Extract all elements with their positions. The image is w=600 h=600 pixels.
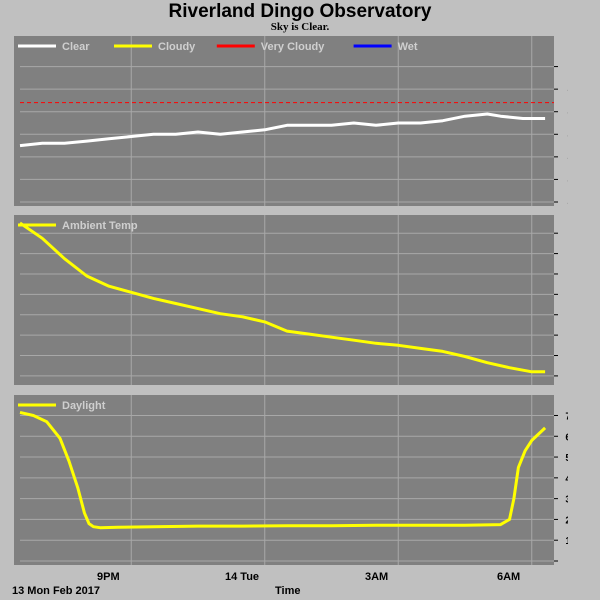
axis-band xyxy=(554,395,568,565)
legend-label: Wet xyxy=(398,41,418,53)
series-line-daylight xyxy=(19,410,547,530)
y-tick-label: 500 xyxy=(565,453,568,464)
legend-label: Clear xyxy=(62,41,90,53)
chart-subtitle: Sky is Clear. xyxy=(270,21,330,33)
axis-band xyxy=(554,215,568,385)
axis-band xyxy=(554,36,568,206)
daylight-plot: 0100200300400500600700Daylight xyxy=(18,395,568,565)
ambient-temp-panel: 1214161820222426(°C)Ambient Temp xyxy=(14,215,568,385)
y-tick-label: 700 xyxy=(565,411,568,422)
ambient-temp-plot: 1214161820222426(°C)Ambient Temp xyxy=(18,215,568,385)
x-tick-label: 14 Tue xyxy=(225,571,260,583)
series-line-clear xyxy=(19,112,546,148)
x-axis-title: Time xyxy=(275,585,301,597)
legend-label: Daylight xyxy=(62,400,106,412)
legend-label: Ambient Temp xyxy=(62,220,138,232)
y-tick-label: 100 xyxy=(565,536,568,547)
series-line-ambient-temp xyxy=(19,221,546,374)
date-label: 13 Mon Feb 2017 xyxy=(12,585,101,597)
y-tick-label: 300 xyxy=(565,495,568,506)
legend-label: Cloudy xyxy=(158,41,196,53)
y-tick-label: 400 xyxy=(565,474,568,485)
daylight-panel: 0100200300400500600700Daylight xyxy=(14,395,568,565)
x-tick-label: 6AM xyxy=(497,571,521,583)
chart-title: Riverland Dingo Observatory xyxy=(168,1,432,22)
y-tick-label: 600 xyxy=(565,432,568,443)
y-tick-label: 200 xyxy=(565,515,568,526)
x-tick-label: 9PM xyxy=(97,571,120,583)
legend-label: Very Cloudy xyxy=(261,41,325,53)
x-tick-label: 3AM xyxy=(365,571,389,583)
